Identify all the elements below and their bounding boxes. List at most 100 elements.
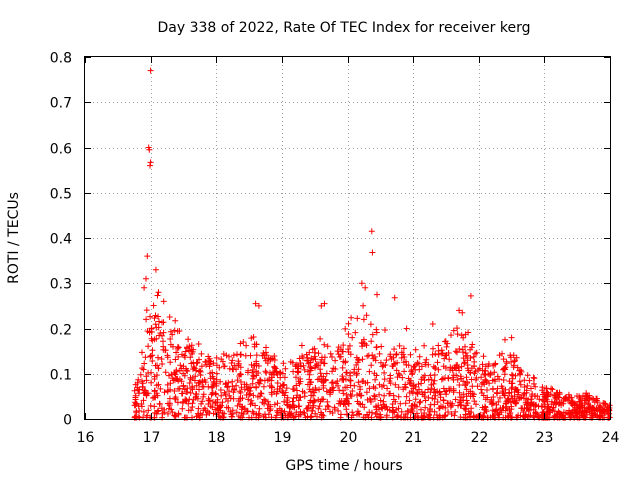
data-point (289, 398, 296, 405)
data-point (425, 361, 432, 368)
data-point (179, 405, 186, 412)
data-point (318, 373, 325, 380)
data-point (243, 342, 250, 349)
data-point (432, 365, 439, 372)
data-point (145, 343, 152, 350)
data-point (442, 412, 449, 419)
data-point (152, 321, 159, 328)
data-point (154, 292, 161, 299)
data-point (377, 397, 384, 404)
data-point (393, 367, 400, 374)
data-point (494, 390, 501, 397)
data-point (164, 381, 171, 388)
data-point (229, 357, 236, 364)
data-point (532, 383, 539, 390)
data-point (430, 363, 437, 370)
data-point (458, 394, 465, 401)
data-point (132, 396, 139, 403)
data-point (506, 389, 513, 396)
data-point (241, 381, 248, 388)
data-point (253, 362, 260, 369)
y-tick-label: 0.7 (50, 96, 72, 112)
data-point (471, 398, 478, 405)
data-point (463, 402, 470, 409)
y-tick-label: 0.2 (50, 323, 72, 339)
data-point (261, 396, 268, 403)
data-point (474, 383, 481, 390)
data-point (348, 393, 355, 400)
data-point (194, 395, 201, 402)
data-point (335, 407, 342, 414)
data-point (498, 383, 505, 390)
data-point (436, 405, 443, 412)
data-point (368, 338, 375, 345)
data-point (223, 404, 230, 411)
data-point (525, 406, 532, 413)
data-point (534, 411, 541, 418)
data-point (168, 406, 175, 413)
data-point (512, 372, 519, 379)
data-point (199, 398, 206, 405)
data-point (165, 410, 171, 417)
data-point (293, 409, 300, 416)
data-point (161, 389, 168, 396)
data-point (248, 335, 255, 342)
data-point (389, 401, 396, 407)
data-point (462, 405, 469, 412)
data-point (369, 331, 376, 338)
data-point (382, 362, 389, 368)
data-point (365, 352, 372, 359)
data-point (235, 413, 242, 420)
data-point (279, 389, 286, 396)
data-point (414, 390, 421, 397)
data-point (430, 345, 436, 352)
data-point (549, 407, 556, 414)
data-point (366, 368, 373, 375)
data-point (167, 336, 174, 342)
data-point (363, 389, 370, 396)
data-point (484, 394, 491, 401)
data-point (480, 353, 487, 360)
data-point (152, 266, 159, 273)
data-point (308, 407, 315, 414)
data-point (267, 406, 274, 412)
data-point (186, 380, 193, 386)
data-point (376, 350, 383, 357)
data-point (359, 401, 366, 408)
data-point (151, 336, 158, 343)
data-point (386, 378, 393, 384)
data-point (480, 412, 487, 419)
data-point (188, 342, 195, 349)
data-point (224, 384, 231, 391)
data-point (416, 360, 422, 367)
data-point (329, 368, 336, 375)
data-point (574, 393, 580, 399)
data-point (501, 365, 508, 372)
data-point (304, 381, 311, 388)
y-axis-label: ROTI / TECUs (6, 192, 22, 284)
data-point (583, 405, 590, 412)
data-point (366, 409, 373, 416)
data-point (265, 401, 272, 408)
data-point (503, 403, 510, 410)
data-point (509, 395, 516, 402)
data-point (448, 332, 454, 339)
data-point (238, 410, 245, 416)
data-point (481, 371, 488, 377)
data-point (187, 374, 194, 381)
data-point (473, 349, 480, 356)
data-point (177, 362, 184, 369)
data-point (233, 382, 240, 389)
data-point (318, 302, 325, 309)
data-point (316, 403, 323, 410)
data-point (402, 384, 409, 391)
data-point (179, 390, 186, 397)
data-point (500, 377, 507, 383)
data-point (329, 379, 336, 386)
data-point (471, 391, 477, 398)
data-point (416, 399, 423, 406)
data-point (266, 376, 273, 383)
data-point (310, 404, 317, 411)
data-point (250, 392, 257, 399)
data-point (210, 360, 217, 367)
